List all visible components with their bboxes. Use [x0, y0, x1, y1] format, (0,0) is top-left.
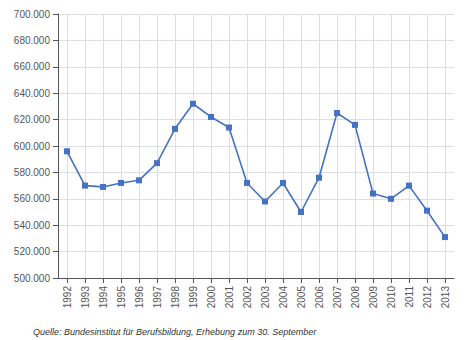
- svg-text:1998: 1998: [170, 286, 181, 309]
- svg-text:Quelle: Bundesinstitut für Ber: Quelle: Bundesinstitut für Berufsbildung…: [33, 327, 317, 337]
- svg-text:2011: 2011: [404, 286, 415, 308]
- svg-text:540.000: 540.000: [14, 220, 51, 231]
- svg-text:2008: 2008: [350, 286, 361, 309]
- svg-text:2012: 2012: [422, 286, 433, 309]
- svg-text:640.000: 640.000: [14, 88, 51, 99]
- svg-text:2001: 2001: [224, 286, 235, 309]
- svg-text:580.000: 580.000: [14, 167, 51, 178]
- svg-text:1992: 1992: [62, 286, 73, 309]
- svg-text:1997: 1997: [152, 286, 163, 309]
- svg-text:620.000: 620.000: [14, 114, 51, 125]
- svg-text:1999: 1999: [188, 286, 199, 309]
- svg-text:2010: 2010: [386, 286, 397, 309]
- svg-text:700.000: 700.000: [14, 9, 51, 20]
- svg-text:1994: 1994: [98, 286, 109, 309]
- svg-text:2003: 2003: [260, 286, 271, 309]
- svg-text:2013: 2013: [440, 286, 451, 309]
- svg-text:560.000: 560.000: [14, 193, 51, 204]
- svg-text:520.000: 520.000: [14, 246, 51, 257]
- svg-text:2004: 2004: [278, 286, 289, 309]
- svg-text:2000: 2000: [206, 286, 217, 309]
- svg-text:600.000: 600.000: [14, 141, 51, 152]
- svg-text:2005: 2005: [296, 286, 307, 309]
- svg-text:660.000: 660.000: [14, 61, 51, 72]
- svg-text:1993: 1993: [80, 286, 91, 309]
- svg-text:500.000: 500.000: [14, 273, 51, 284]
- svg-text:2007: 2007: [332, 286, 343, 309]
- svg-text:2002: 2002: [242, 286, 253, 309]
- svg-text:2009: 2009: [368, 286, 379, 309]
- svg-text:1995: 1995: [116, 286, 127, 309]
- svg-text:1996: 1996: [134, 286, 145, 309]
- svg-text:680.000: 680.000: [14, 35, 51, 46]
- svg-text:2006: 2006: [314, 286, 325, 309]
